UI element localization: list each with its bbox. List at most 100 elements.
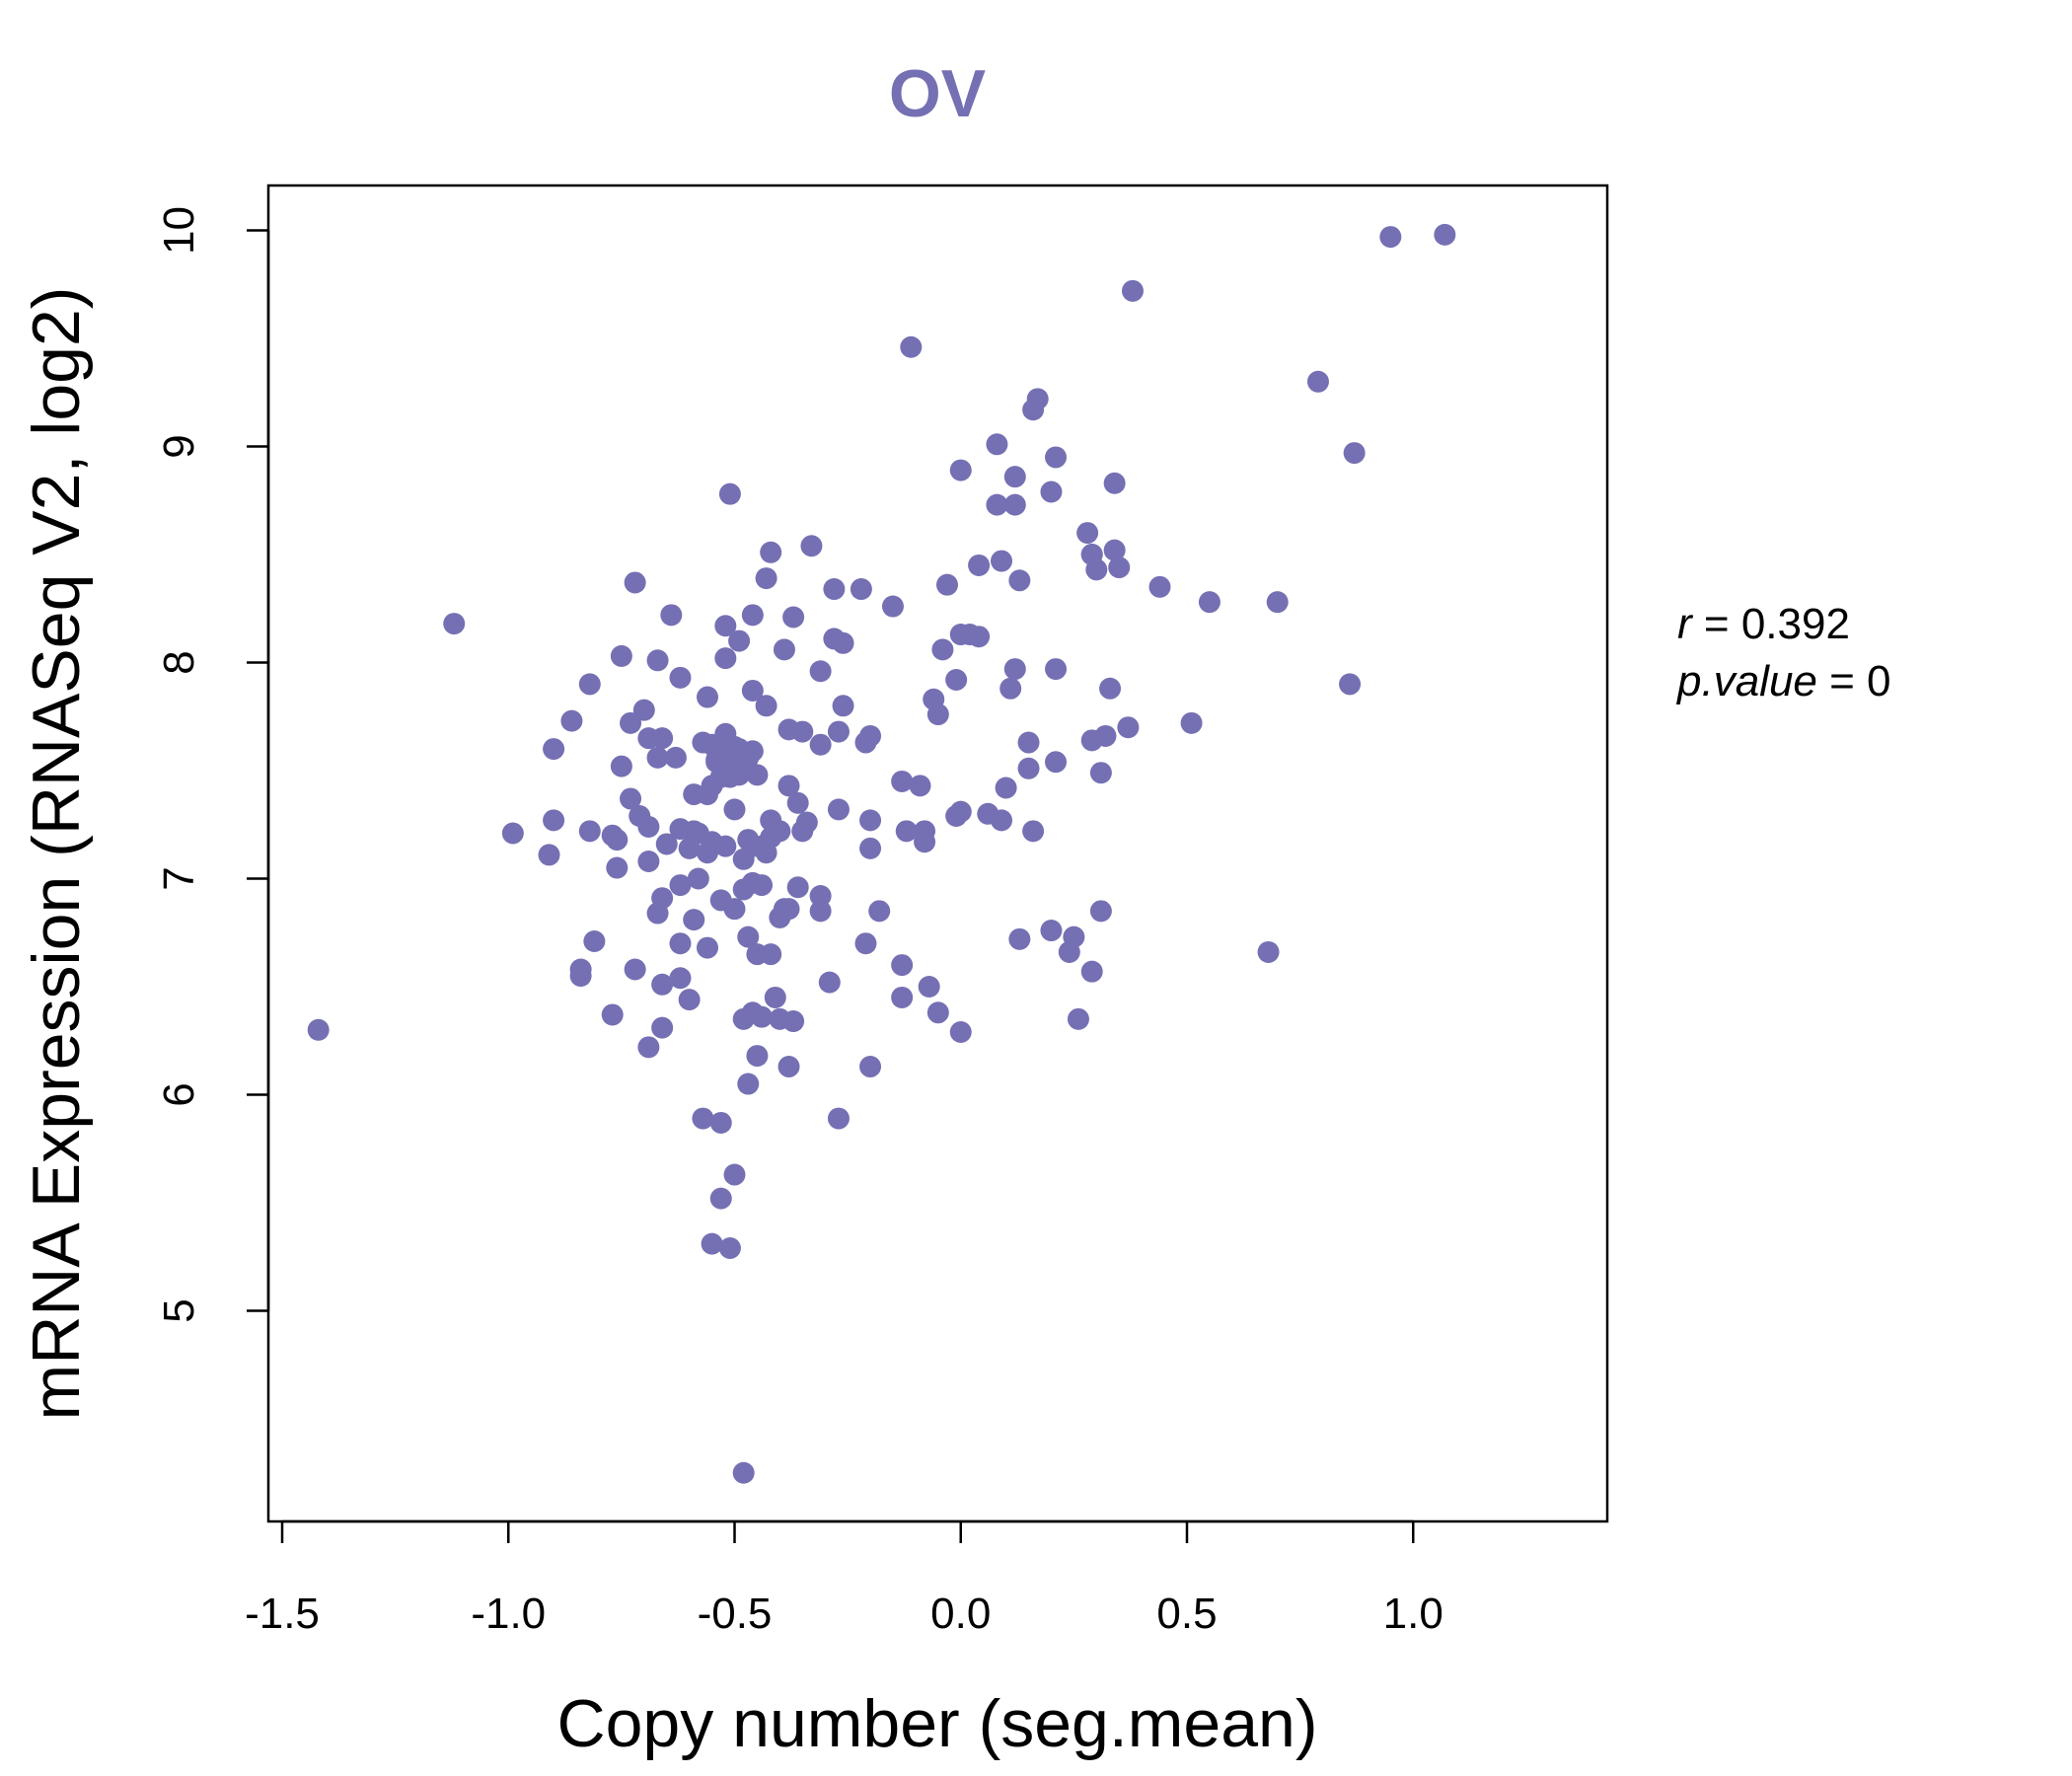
data-point: [601, 1003, 624, 1026]
data-point: [769, 820, 791, 843]
data-point: [664, 746, 687, 769]
data-point: [606, 829, 629, 851]
r-label: r: [1677, 600, 1694, 648]
data-point: [543, 809, 565, 832]
data-point: [1080, 544, 1103, 565]
data-point: [307, 1018, 330, 1041]
data-point: [746, 943, 769, 966]
data-point: [1067, 1007, 1089, 1030]
data-point: [637, 815, 660, 838]
data-point: [637, 727, 660, 750]
data-point: [746, 1045, 769, 1068]
data-point: [832, 631, 854, 654]
data-point: [1040, 481, 1063, 503]
data-point: [773, 638, 795, 661]
data-point: [737, 1073, 760, 1095]
data-point: [669, 818, 692, 841]
data-point: [909, 775, 931, 797]
data-point: [809, 885, 832, 908]
data-point: [809, 900, 832, 923]
data-point: [723, 898, 746, 921]
data-point: [859, 809, 882, 832]
data-point: [1008, 569, 1031, 592]
data-point: [995, 777, 1017, 799]
data-point: [760, 541, 782, 563]
data-point: [646, 649, 669, 672]
data-point: [891, 954, 914, 977]
data-point: [755, 567, 777, 590]
data-point: [696, 936, 718, 959]
data-point: [701, 775, 723, 797]
data-point: [827, 798, 850, 821]
data-point: [741, 604, 764, 627]
data-point: [1257, 940, 1280, 963]
data-point: [755, 842, 777, 864]
data-point: [1080, 960, 1103, 983]
data-point: [543, 738, 565, 761]
data-point: [714, 647, 737, 670]
data-point: [1017, 731, 1040, 754]
data-point: [823, 578, 846, 601]
x-tick-label: -1.5: [245, 1590, 320, 1638]
p-label: p.value: [1675, 657, 1817, 705]
data-point: [777, 775, 800, 797]
data-point: [1003, 493, 1026, 516]
data-point: [791, 820, 814, 843]
data-point: [687, 867, 709, 890]
data-point: [637, 850, 660, 872]
data-point: [651, 973, 674, 996]
data-point: [991, 809, 1013, 832]
y-tick-label: 9: [155, 434, 203, 458]
data-point: [669, 967, 692, 990]
data-point: [737, 829, 760, 851]
data-point: [741, 679, 764, 702]
data-point: [718, 482, 741, 505]
data-point: [737, 925, 760, 948]
data-point: [755, 695, 777, 717]
data-point: [968, 554, 991, 576]
data-point: [732, 848, 755, 870]
data-point: [949, 459, 972, 481]
x-tick-label: -1.0: [471, 1590, 546, 1638]
data-point: [683, 783, 705, 806]
data-point: [986, 433, 1008, 456]
data-point: [569, 965, 592, 988]
data-point: [678, 837, 701, 859]
y-tick-label: 7: [155, 866, 203, 890]
data-point: [610, 644, 632, 667]
data-point: [1099, 677, 1122, 700]
data-point: [1103, 539, 1126, 561]
correlation-stats: r = 0.392 p.value = 0: [1675, 600, 1891, 705]
data-point: [1003, 658, 1026, 681]
data-point: [646, 902, 669, 925]
data-point: [583, 930, 606, 953]
data-point: [850, 578, 872, 601]
data-point: [1343, 442, 1366, 465]
data-point: [809, 660, 832, 683]
data-point: [1045, 446, 1068, 469]
r-value: 0.392: [1741, 600, 1850, 648]
x-tick-label: 0.0: [930, 1590, 991, 1638]
data-point: [501, 822, 524, 845]
data-point: [669, 932, 692, 955]
data-point: [777, 1056, 800, 1078]
data-point: [723, 1163, 746, 1186]
data-point: [999, 677, 1022, 700]
data-point: [646, 746, 669, 769]
data-point: [968, 626, 991, 648]
data-point: [443, 613, 466, 635]
data-point: [931, 638, 954, 661]
data-point: [918, 976, 940, 998]
y-tick-label: 8: [155, 650, 203, 674]
data-point: [538, 844, 560, 866]
data-point: [1080, 729, 1103, 752]
data-point: [692, 1107, 714, 1130]
data-point: [859, 724, 882, 747]
data-point: [1434, 223, 1456, 246]
data-point: [1045, 751, 1068, 774]
data-point: [800, 535, 823, 557]
y-axis-label: mRNA Expression (RNASeq V2, log2): [19, 287, 94, 1421]
data-point: [854, 932, 877, 955]
y-tick-label: 6: [155, 1082, 203, 1106]
data-point: [945, 669, 968, 692]
